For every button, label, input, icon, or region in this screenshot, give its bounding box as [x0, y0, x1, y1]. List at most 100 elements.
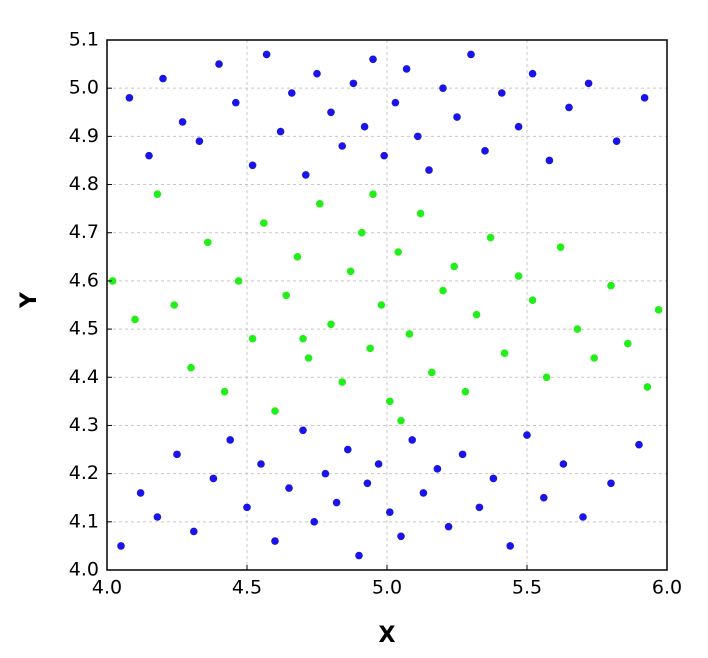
point [498, 89, 506, 97]
point [523, 431, 531, 439]
y-tick-label: 4.1 [69, 510, 99, 532]
y-tick-label: 4.6 [69, 269, 99, 291]
point [248, 161, 257, 170]
point [234, 277, 243, 285]
point [475, 503, 484, 512]
point [573, 325, 582, 333]
point [260, 219, 268, 227]
y-tick-label: 4.7 [69, 221, 99, 243]
point [153, 513, 162, 521]
point [377, 301, 386, 309]
y-tick-label: 4.8 [69, 173, 99, 195]
point [416, 209, 425, 218]
y-tick-label: 5.1 [69, 29, 99, 51]
point [514, 122, 523, 131]
point [386, 397, 394, 406]
point [248, 334, 257, 343]
point [338, 142, 347, 150]
point [262, 50, 271, 59]
point [243, 503, 251, 512]
point [397, 532, 405, 541]
point [344, 445, 352, 454]
point [514, 272, 523, 280]
point [397, 416, 405, 425]
point [220, 387, 229, 396]
point [584, 79, 593, 88]
point [640, 94, 649, 102]
point [489, 474, 498, 483]
point [136, 489, 145, 497]
point [386, 508, 394, 516]
x-tick-label: 4.5 [232, 577, 262, 599]
y-tick-label: 4.4 [69, 366, 99, 388]
point [369, 55, 377, 64]
point [313, 69, 321, 78]
point [433, 465, 442, 473]
points [108, 50, 663, 560]
point [327, 108, 335, 117]
point [590, 354, 598, 362]
point [654, 306, 663, 314]
point [299, 334, 307, 343]
point [195, 137, 204, 145]
point [528, 296, 537, 304]
point [425, 166, 433, 174]
point [579, 513, 587, 521]
point [360, 122, 369, 131]
point [131, 315, 139, 324]
point [458, 450, 467, 459]
point [108, 277, 117, 285]
point [450, 262, 459, 271]
point [173, 450, 181, 459]
point [358, 228, 366, 237]
point [405, 330, 414, 338]
point [394, 248, 403, 256]
x-tick-label: 4.0 [92, 577, 122, 599]
point [635, 440, 643, 449]
point [178, 118, 187, 126]
point [542, 373, 551, 382]
point [338, 378, 347, 386]
point [506, 542, 514, 550]
point [369, 190, 377, 198]
y-tick-label: 4.0 [69, 559, 99, 581]
point [304, 354, 313, 362]
point [374, 460, 383, 468]
x-axis-title: X [379, 623, 396, 648]
point [204, 238, 212, 247]
point [125, 94, 134, 102]
point [472, 310, 481, 319]
point [366, 344, 375, 353]
point [607, 479, 615, 488]
point [276, 127, 285, 136]
point [187, 363, 195, 372]
point [453, 113, 461, 121]
point [226, 436, 234, 444]
point [556, 243, 565, 251]
point [153, 190, 162, 198]
point [402, 65, 411, 73]
point [545, 156, 554, 165]
point [288, 89, 296, 97]
y-tick-label: 4.2 [69, 462, 99, 484]
point [271, 407, 279, 415]
point [380, 151, 389, 160]
point [414, 132, 422, 141]
point [349, 79, 358, 88]
x-tick-label: 5.5 [512, 577, 542, 599]
point [481, 147, 489, 155]
point [190, 527, 198, 536]
y-tick-label: 4.5 [69, 318, 99, 340]
point [232, 98, 240, 107]
point [282, 291, 291, 300]
point [624, 339, 632, 348]
point [428, 368, 436, 377]
point [209, 474, 218, 483]
point [500, 349, 509, 357]
point [363, 479, 372, 488]
point [302, 171, 310, 179]
point [467, 50, 475, 59]
point [215, 60, 223, 68]
point [299, 426, 307, 435]
